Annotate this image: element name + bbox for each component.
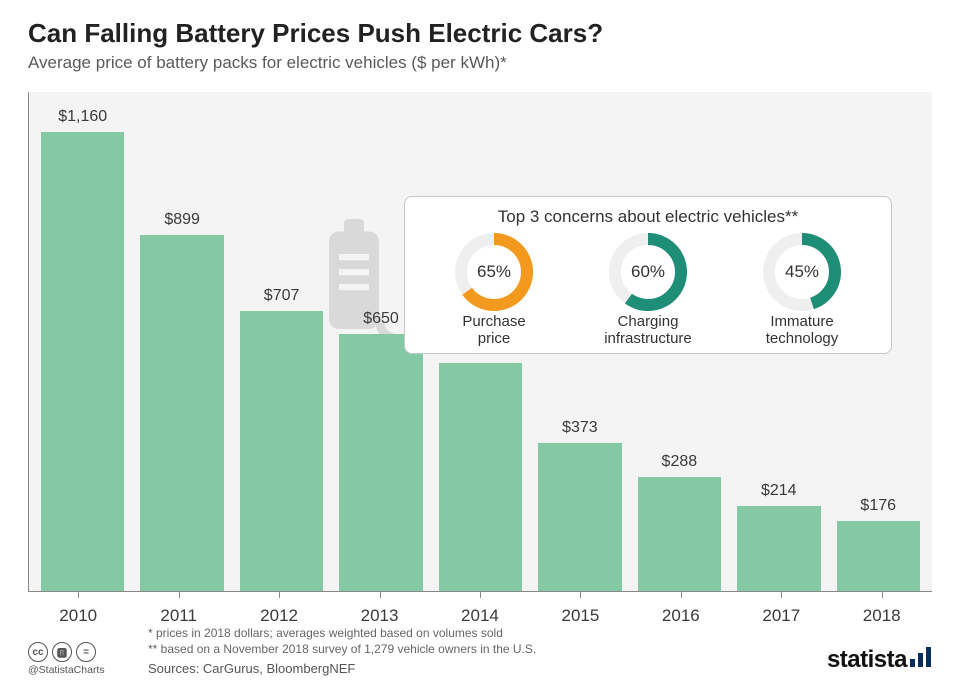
x-axis-label: 2016 bbox=[631, 596, 731, 626]
x-tick bbox=[681, 592, 682, 598]
license-block: cc 🅱 = @StatistaCharts bbox=[28, 642, 105, 676]
bar-rect bbox=[41, 132, 124, 591]
x-tick bbox=[480, 592, 481, 598]
bar-value-label: $288 bbox=[662, 453, 698, 471]
footnote-1: * prices in 2018 dollars; averages weigh… bbox=[148, 625, 932, 641]
x-tick bbox=[781, 592, 782, 598]
x-tick bbox=[882, 592, 883, 598]
bar-value-label: $650 bbox=[363, 310, 399, 328]
x-tick bbox=[78, 592, 79, 598]
statista-logo: statista bbox=[827, 646, 932, 674]
bar-chart: $1,160$899$707$650$577$373$288$214$176 T… bbox=[28, 92, 932, 592]
concern-item: 65%Purchaseprice bbox=[419, 233, 569, 348]
bar-rect bbox=[538, 443, 621, 591]
x-axis-label: 2010 bbox=[28, 596, 128, 626]
x-axis-label: 2017 bbox=[731, 596, 831, 626]
bar-value-label: $176 bbox=[860, 497, 896, 515]
donut-label: Charginginfrastructure bbox=[604, 313, 692, 348]
donut-label: Purchaseprice bbox=[462, 313, 525, 348]
bar-2012: $707 bbox=[232, 92, 331, 591]
x-axis-label: 2014 bbox=[430, 596, 530, 626]
bar-rect bbox=[240, 311, 323, 591]
x-tick bbox=[179, 592, 180, 598]
concern-item: 60%Charginginfrastructure bbox=[573, 233, 723, 348]
bar-value-label: $899 bbox=[164, 211, 200, 229]
bar-value-label: $1,160 bbox=[58, 108, 107, 126]
donut-label: Immaturetechnology bbox=[766, 313, 839, 348]
sources-line: Sources: CarGurus, BloombergNEF bbox=[148, 661, 932, 676]
bar-value-label: $707 bbox=[264, 287, 300, 305]
x-axis-label: 2011 bbox=[128, 596, 228, 626]
bar-value-label: $373 bbox=[562, 419, 598, 437]
footnote-2: ** based on a November 2018 survey of 1,… bbox=[148, 641, 932, 657]
callout-title: Top 3 concerns about electric vehicles** bbox=[417, 207, 879, 227]
concern-item: 45%Immaturetechnology bbox=[727, 233, 877, 348]
bar-rect bbox=[638, 477, 721, 591]
bar-rect bbox=[837, 521, 920, 591]
donut-ring: 45% bbox=[763, 233, 841, 311]
x-tick bbox=[580, 592, 581, 598]
nd-icon: = bbox=[76, 642, 96, 662]
donut-percent: 65% bbox=[455, 233, 533, 311]
donut-ring: 60% bbox=[609, 233, 687, 311]
page-subtitle: Average price of battery packs for elect… bbox=[28, 53, 932, 73]
x-axis-label: 2015 bbox=[530, 596, 630, 626]
by-icon: 🅱 bbox=[52, 642, 72, 662]
x-tick bbox=[279, 592, 280, 598]
bar-2010: $1,160 bbox=[33, 92, 132, 591]
bar-rect bbox=[737, 506, 820, 591]
page-title: Can Falling Battery Prices Push Electric… bbox=[28, 18, 932, 49]
x-axis-label: 2018 bbox=[832, 596, 932, 626]
bar-value-label: $214 bbox=[761, 482, 797, 500]
concerns-callout: Top 3 concerns about electric vehicles**… bbox=[404, 196, 892, 354]
bar-2011: $899 bbox=[132, 92, 231, 591]
statista-handle: @StatistaCharts bbox=[28, 664, 105, 676]
bar-rect bbox=[339, 334, 422, 591]
x-axis-label: 2013 bbox=[329, 596, 429, 626]
cc-icon: cc bbox=[28, 642, 48, 662]
x-axis-label: 2012 bbox=[229, 596, 329, 626]
bar-rect bbox=[140, 235, 223, 591]
donut-percent: 60% bbox=[609, 233, 687, 311]
donut-percent: 45% bbox=[763, 233, 841, 311]
bar-rect bbox=[439, 363, 522, 592]
x-tick bbox=[380, 592, 381, 598]
donut-ring: 65% bbox=[455, 233, 533, 311]
